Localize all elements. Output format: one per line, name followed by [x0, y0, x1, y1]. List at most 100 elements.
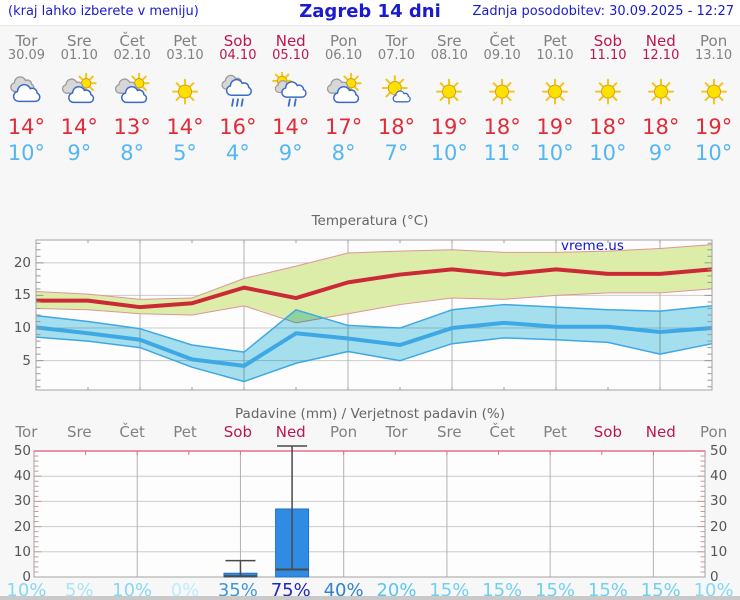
day-date: 07.10 [377, 48, 416, 63]
temp-low-band-lower-edge [35, 336, 713, 383]
partly-sunny-icon [106, 72, 159, 110]
header-bar: (kraj lahko izberete v meniju) Zagreb 14… [0, 0, 740, 26]
precip-probability-7: 20% [376, 580, 417, 600]
precip-ytick-right-40: 40 [710, 468, 728, 485]
day-date: 06.10 [324, 48, 363, 63]
temp-low: 10° [536, 141, 574, 165]
sunny-icon [476, 72, 529, 110]
temp-low: 8° [331, 141, 356, 165]
precip-probability-12: 15% [640, 580, 681, 600]
temp-high: 14° [166, 115, 204, 139]
partly-sunny-icon [317, 72, 370, 110]
sun-rain-icon [264, 72, 317, 110]
precip-probability-3: 0% [170, 580, 200, 600]
forecast-day-8: Sre 08.10 19° 10° [423, 26, 476, 166]
temp-low: 10° [7, 141, 46, 165]
precip-probability-5: 75% [270, 580, 311, 600]
temp-high-band [36, 244, 712, 323]
forecast-day-10: Pet 10.10 19° 10° [529, 26, 582, 166]
temp-high: 16° [219, 115, 257, 139]
day-name: Čet [119, 32, 145, 50]
temp-low: 4° [225, 141, 250, 165]
forecast-day-3: Pet 03.10 14° 5° [159, 26, 212, 166]
day-date: 13.10 [694, 48, 733, 63]
precip-probability-13: 10% [693, 580, 734, 600]
precip-day-label-2: Čet [119, 423, 145, 441]
temp-high: 18° [377, 115, 416, 139]
precip-day-label-7: Tor [385, 423, 408, 441]
forecast-day-6: Pon 06.10 17° 8° [317, 26, 370, 166]
temp-ytick-15: 15 [13, 287, 31, 304]
temp-ytick-20: 20 [13, 254, 31, 271]
precip-day-label-11: Sob [593, 423, 622, 441]
precip-probability-0: 10% [6, 580, 47, 600]
precip-ytick-right-20: 20 [710, 518, 728, 535]
precip-day-label-0: Tor [15, 423, 38, 441]
precip-day-label-3: Pet [173, 423, 197, 441]
sunny-icon [529, 72, 582, 110]
temp-high: 17° [324, 115, 363, 139]
temp-low: 11° [483, 141, 521, 165]
precip-ytick-left-30: 30 [13, 493, 31, 510]
temperature-chart-title: Temperatura (°C) [311, 213, 429, 229]
temp-low: 9° [648, 141, 673, 165]
partly-sunny-icon [53, 72, 106, 110]
day-date: 10.10 [536, 48, 574, 63]
precip-probability-1: 5% [65, 580, 94, 600]
day-name: Čet [489, 32, 515, 50]
precip-probability-6: 40% [323, 580, 364, 600]
forecast-day-11: Sob 11.10 18° 10° [581, 26, 634, 166]
precip-probability-4: 35% [217, 580, 258, 600]
precip-day-labels: Tor Sre Čet Pet Sob Ned Pon Tor Sre Čet Pet Sob Ned P… [0, 423, 740, 441]
temp-low: 7° [384, 141, 409, 165]
temp-ytick-10: 10 [13, 320, 31, 337]
precip-ytick-right-30: 30 [710, 493, 728, 510]
temp-high: 14° [60, 115, 98, 139]
day-name: Pon [700, 32, 728, 50]
day-date: 08.10 [430, 48, 468, 63]
precipitation-chart [33, 445, 706, 578]
day-date: 04.10 [219, 48, 257, 63]
temp-high: 13° [113, 115, 151, 139]
day-name: Sre [66, 32, 92, 50]
day-date: 11.10 [589, 48, 627, 63]
last-update: Zadnja posodobitev: 30.09.2025 - 12:27 [472, 4, 734, 19]
temp-ytick-5: 5 [22, 352, 31, 369]
temp-high: 14° [272, 115, 310, 139]
precip-day-label-12: Ned [645, 423, 676, 441]
forecast-day-9: Čet 09.10 18° 11° [476, 26, 529, 166]
day-name: Sob [593, 32, 622, 50]
precip-ytick-left-0: 0 [22, 569, 31, 585]
precip-probability-10: 15% [535, 580, 576, 600]
menu-hint: (kraj lahko izberete v meniju) [8, 4, 199, 19]
sunny-icon [423, 72, 476, 110]
precip-probability-11: 15% [587, 580, 628, 600]
sunny-icon [634, 72, 687, 110]
temp-low-band-upper-edge [35, 303, 713, 353]
day-date: 05.10 [272, 48, 310, 63]
forecast-day-4: Sob 04.10 16° 4° [211, 26, 264, 166]
forecast-day-2: Čet 02.10 13° 8° [106, 26, 159, 166]
day-date: 30.09 [7, 48, 46, 63]
forecast-day-7: Tor 07.10 18° 7° [370, 26, 423, 166]
precip-day-label-13: Pon [700, 423, 728, 441]
precip-day-label-1: Sre [66, 423, 92, 441]
day-date: 09.10 [483, 48, 521, 63]
day-name: Ned [645, 32, 676, 50]
watermark-link[interactable]: vreme.us [561, 238, 624, 254]
precip-day-label-8: Sre [437, 423, 462, 441]
temp-high-band-upper-edge [35, 244, 713, 300]
precip-ytick-left-40: 40 [13, 468, 31, 485]
forecast-day-0: Tor 30.09 14° 10° [0, 26, 53, 166]
sunny-icon [581, 72, 634, 110]
temp-high: 14° [7, 115, 46, 139]
sunny-icon [159, 72, 212, 110]
temp-high-band-lower-edge [35, 288, 713, 324]
temp-high: 19° [694, 115, 733, 139]
forecast-strip: Tor 30.09 14° 10° Sre 01.10 14° 9° Čet 02.10 13° 8°… [0, 26, 740, 166]
precip-ytick-right-50: 50 [710, 443, 728, 459]
day-name: Pet [543, 32, 567, 50]
precip-day-label-9: Čet [489, 423, 515, 441]
temp-high: 18° [642, 115, 680, 139]
precip-day-label-5: Ned [275, 423, 306, 441]
